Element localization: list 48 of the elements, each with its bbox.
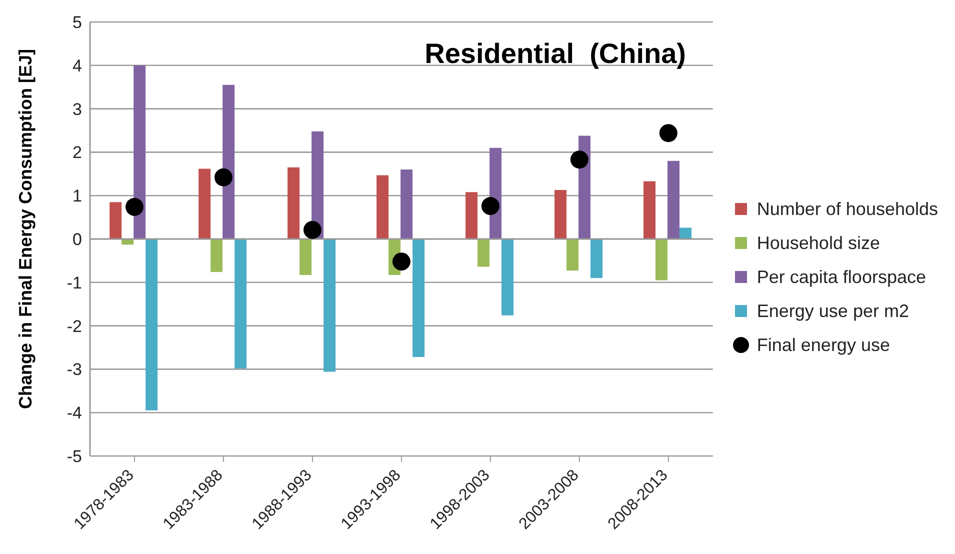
bar: [134, 65, 146, 239]
bar: [376, 175, 389, 239]
y-tick-label: -2: [66, 316, 82, 336]
bar: [502, 239, 514, 316]
point: [570, 150, 588, 169]
legend-label: Final energy use: [756, 334, 890, 356]
y-tick-label: -1: [66, 273, 82, 292]
y-tick-label: 2: [72, 143, 82, 162]
y-axis-title: Change in Final Energy Consumption [EJ]: [15, 48, 36, 409]
y-tick-label: 4: [72, 56, 82, 76]
y-tick-label: 1: [72, 186, 82, 206]
legend-label: Per capita floorspace: [756, 266, 926, 288]
y-tick-label: -3: [66, 360, 82, 380]
y-tick-label: 5: [72, 13, 82, 32]
bar: [643, 181, 656, 239]
y-tick-label: -4: [66, 404, 82, 423]
bar: [288, 167, 300, 239]
bar: [400, 170, 413, 239]
bar: [146, 239, 158, 410]
y-tick-label: -5: [66, 447, 82, 466]
y-tick-label: 0: [72, 230, 82, 250]
point: [481, 197, 500, 216]
y-tick-label: 3: [72, 100, 82, 119]
bar: [466, 192, 478, 239]
bar: [110, 202, 122, 239]
bar: [478, 239, 490, 267]
bar: [300, 239, 312, 276]
point: [303, 220, 322, 239]
bar: [234, 239, 247, 368]
point: [125, 198, 144, 216]
legend-label: Household size: [756, 232, 880, 254]
bar: [667, 160, 680, 239]
bar: [198, 168, 211, 239]
bar: [655, 239, 668, 280]
point: [659, 124, 678, 142]
legend-label: Number of households: [756, 198, 938, 220]
text: Residential (China): [424, 38, 686, 70]
bar: [324, 239, 336, 372]
bar: [222, 84, 235, 239]
point: [214, 168, 232, 186]
legend-label: Energy use per m2: [756, 300, 909, 322]
bar: [590, 239, 602, 278]
point: [392, 252, 410, 271]
bar: [679, 228, 692, 239]
bar: [566, 239, 578, 271]
bar: [210, 239, 223, 272]
bar: [554, 190, 566, 239]
bar: [412, 239, 425, 358]
